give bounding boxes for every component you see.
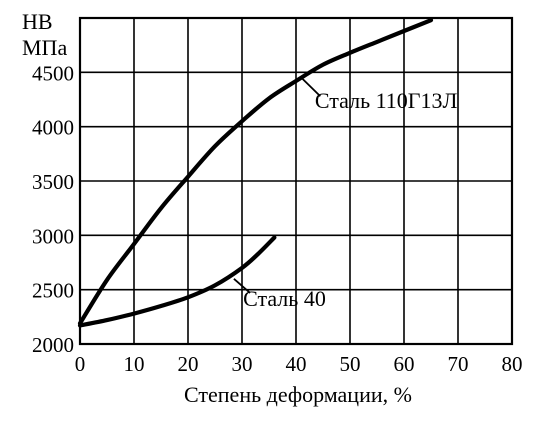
series-1-leader xyxy=(233,278,251,294)
x-tick-label-0: 0 xyxy=(75,352,86,376)
x-tick-label-30: 30 xyxy=(232,352,253,376)
x-tick-label-40: 40 xyxy=(286,352,307,376)
x-tick-label-20: 20 xyxy=(178,352,199,376)
y-axis-label-line2: МПа xyxy=(22,35,67,60)
y-tick-label-4500: 4500 xyxy=(32,61,74,85)
grid xyxy=(78,16,514,346)
x-tick-label-80: 80 xyxy=(502,352,523,376)
series-0-label: Сталь 110Г13Л xyxy=(315,88,458,113)
tick-labels: 0 10 20 30 40 50 60 70 80 2000 2500 3000 3500 4000 450… xyxy=(32,61,523,376)
x-tick-label-60: 60 xyxy=(394,352,415,376)
series-1-label: Сталь 40 xyxy=(243,286,326,311)
y-tick-label-4000: 4000 xyxy=(32,116,74,140)
x-tick-label-70: 70 xyxy=(448,352,469,376)
series-0-leader xyxy=(300,77,321,97)
series-line-0 xyxy=(77,18,434,326)
series-line-1 xyxy=(77,235,277,328)
y-tick-label-2500: 2500 xyxy=(32,279,74,303)
x-tick-label-50: 50 xyxy=(340,352,361,376)
series-annotations: Сталь 110Г13Л Сталь 40 xyxy=(233,77,458,311)
y-tick-label-3000: 3000 xyxy=(32,224,74,248)
x-tick-label-10: 10 xyxy=(124,352,145,376)
series-lines xyxy=(77,18,434,328)
y-axis-label-line1: НВ xyxy=(22,9,53,34)
plot-frame xyxy=(78,16,514,346)
y-tick-label-3500: 3500 xyxy=(32,170,74,194)
y-tick-label-2000: 2000 xyxy=(32,333,74,357)
x-axis-label: Степень деформации, % xyxy=(184,382,412,407)
